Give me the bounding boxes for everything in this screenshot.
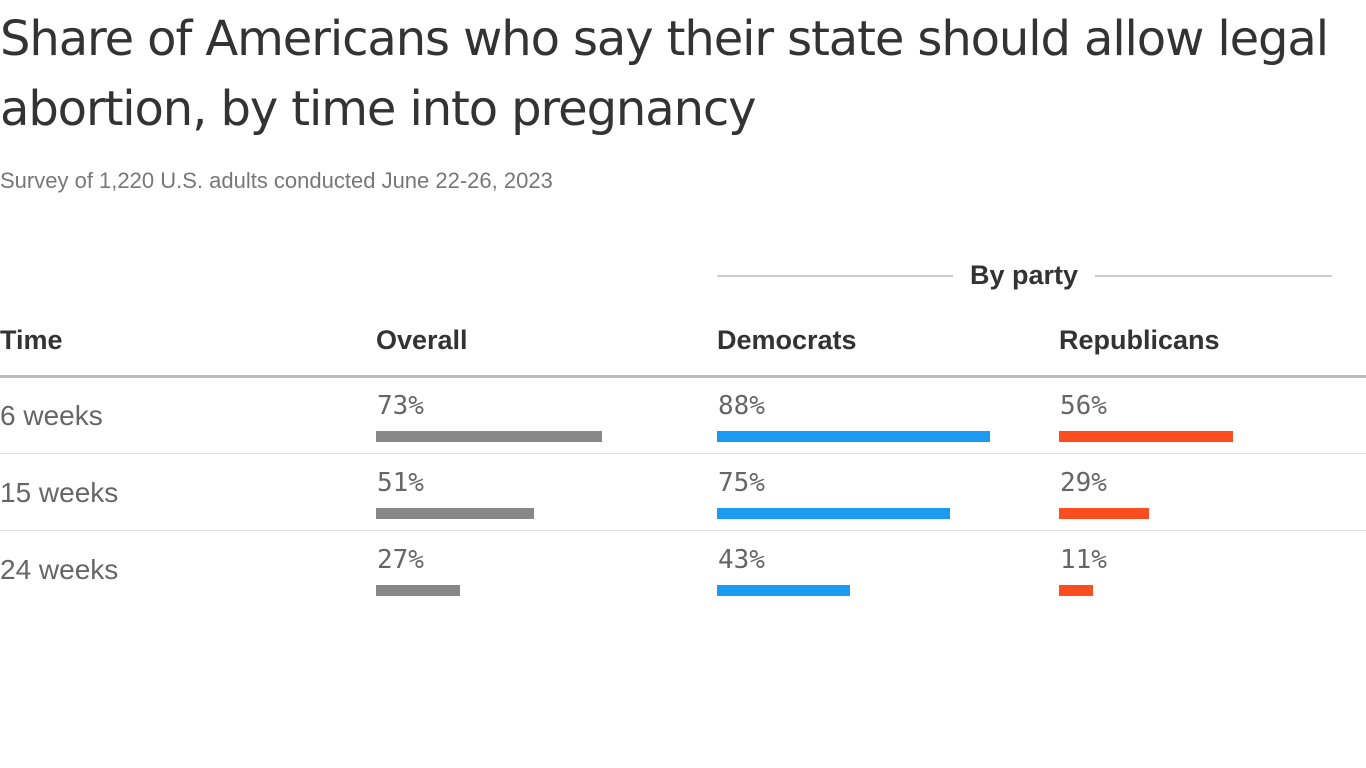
republicans-value-label: 56% <box>1060 391 1107 421</box>
republicans-bar <box>1059 585 1093 596</box>
chart-subtitle: Survey of 1,220 U.S. adults conducted Ju… <box>0 168 553 193</box>
overall-value-label: 27% <box>377 545 424 575</box>
democrats-value-label: 43% <box>718 545 765 575</box>
row-label: 6 weeks <box>0 400 103 431</box>
democrats-bar <box>717 585 850 596</box>
republicans-bar <box>1059 431 1233 442</box>
chart-title: Share of Americans who say their state s… <box>0 11 1329 137</box>
democrats-value-label: 75% <box>718 468 765 498</box>
overall-bar <box>376 508 534 519</box>
by-party-label: By party <box>969 260 1079 290</box>
row-label: 15 weeks <box>0 477 119 508</box>
democrats-bar <box>717 431 990 442</box>
overall-cell: 27% <box>376 532 676 608</box>
row-label: 24 weeks <box>0 554 119 585</box>
republicans-cell: 29% <box>1059 455 1359 531</box>
republicans-bar <box>1059 508 1149 519</box>
democrats-cell: 75% <box>717 455 1017 531</box>
republicans-value-label: 11% <box>1060 545 1107 575</box>
republicans-cell: 11% <box>1059 532 1359 608</box>
table-row: 24 weeks 27% 43% 11% <box>0 532 1366 608</box>
republicans-value-label: 29% <box>1060 468 1107 498</box>
democrats-cell: 88% <box>717 378 1017 454</box>
table-row: 6 weeks 73% 88% 56% <box>0 378 1366 454</box>
group-rule-left <box>717 275 953 277</box>
overall-bar <box>376 431 602 442</box>
overall-value-label: 51% <box>377 468 424 498</box>
overall-bar <box>376 585 460 596</box>
row-divider <box>0 530 1366 531</box>
overall-cell: 73% <box>376 378 676 454</box>
republicans-cell: 56% <box>1059 378 1359 454</box>
table-row: 15 weeks 51% 75% 29% <box>0 455 1366 531</box>
overall-value-label: 73% <box>377 391 424 421</box>
democrats-cell: 43% <box>717 532 1017 608</box>
overall-cell: 51% <box>376 455 676 531</box>
column-header-republicans: Republicans <box>1059 325 1220 355</box>
column-header-democrats: Democrats <box>717 325 857 355</box>
column-header-overall: Overall <box>376 325 468 355</box>
column-header-time: Time <box>0 325 63 355</box>
row-divider <box>0 453 1366 454</box>
by-party-group-header: By party <box>717 258 1332 292</box>
democrats-bar <box>717 508 950 519</box>
group-rule-right <box>1095 275 1332 277</box>
header-rule <box>0 375 1366 378</box>
democrats-value-label: 88% <box>718 391 765 421</box>
